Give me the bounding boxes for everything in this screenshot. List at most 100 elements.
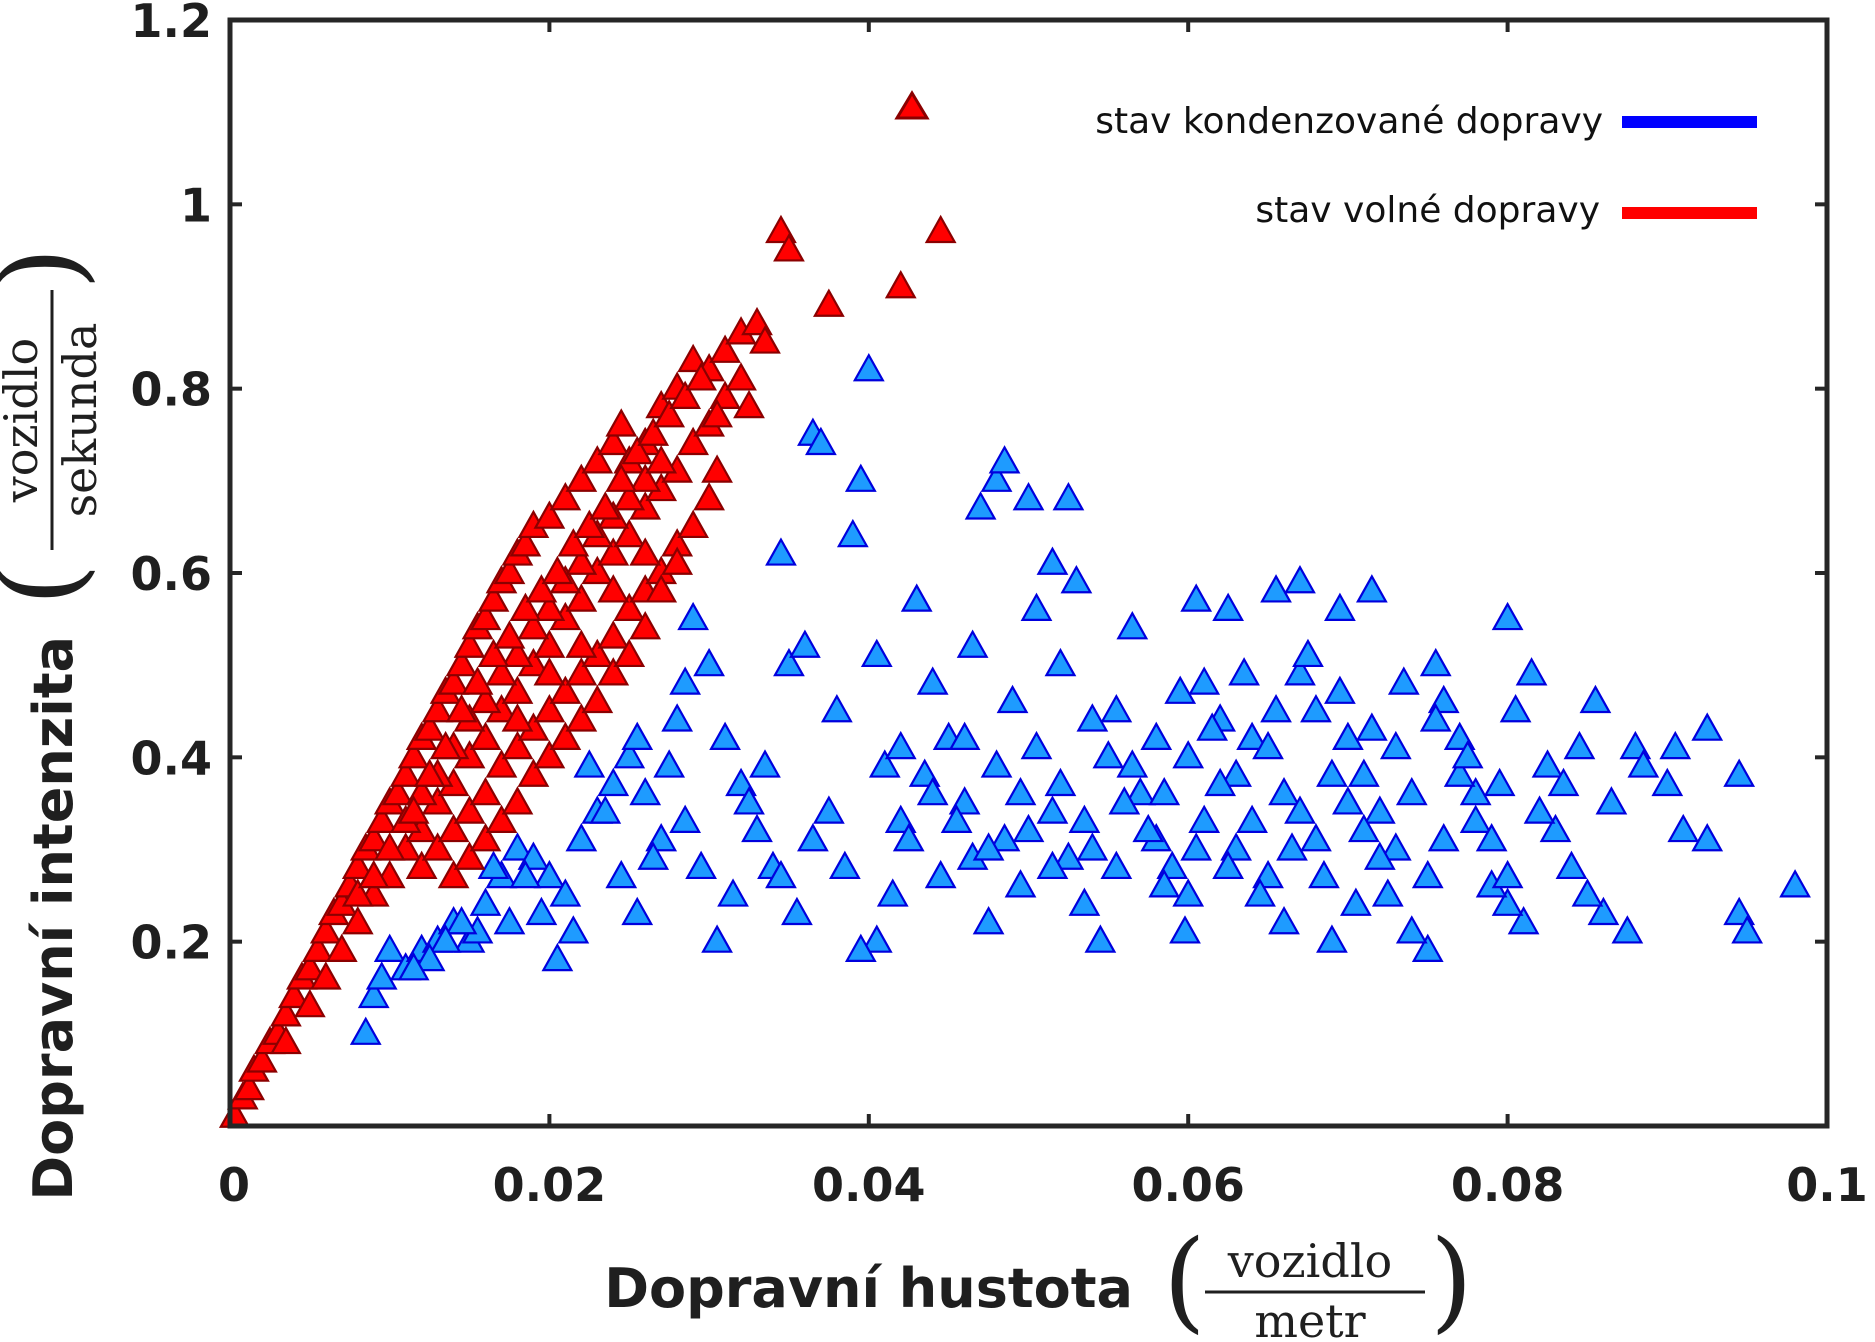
data-point [1108,786,1141,815]
y-tick-label: 0.6 [131,547,213,601]
data-point [469,776,502,806]
y-axis-title: Dopravní intenzita ( vozidlo sekunda ) [0,247,107,1201]
data-point [1052,482,1085,511]
data-point [341,850,374,880]
data-point [733,389,765,419]
data-point [597,537,630,566]
y-unit-right-paren: ) [0,247,104,290]
data-point [916,776,949,806]
data-point [1451,740,1484,769]
data-point [1371,878,1404,907]
data-point [765,537,797,566]
data-point [1539,813,1572,843]
data-point [1571,878,1604,907]
data-point [701,924,733,953]
x-axis-label: Dopravní hustota [604,1257,1133,1320]
data-point [1555,850,1588,880]
data-point [916,666,949,695]
data-point [341,905,374,935]
data-point [1236,721,1268,751]
data-point [645,445,678,474]
data-point [812,795,845,824]
data-point [533,629,566,658]
data-point [717,878,749,907]
data-point [1180,832,1213,861]
data-point [485,749,518,778]
data-point [549,878,582,907]
data-point [349,1016,382,1045]
data-point [629,463,662,492]
data-point [677,601,710,631]
x-unit-left-paren: ( [1163,1216,1206,1342]
data-point [725,362,757,391]
data-point [1100,693,1133,723]
data-point [940,804,973,833]
data-point [325,933,358,962]
x-tick-label: 0.02 [493,1158,607,1212]
data-point [397,952,430,981]
data-point [868,749,901,778]
data-point [669,804,702,833]
data-point [988,823,1021,852]
data-point [980,749,1013,778]
data-point [812,288,845,317]
data-point [820,693,853,723]
y-tick-label: 1.2 [131,0,213,48]
data-point [429,924,462,953]
data-point [1092,740,1125,769]
data-point [309,915,342,944]
x-tick-label: 0.06 [1131,1158,1245,1212]
data-point [765,859,797,889]
data-point [270,998,302,1027]
data-point [789,629,821,658]
data-point [892,823,925,852]
data-point [1779,869,1811,898]
data-point [621,721,654,751]
data-point [1523,795,1556,824]
data-point [1347,813,1380,843]
data-point [1340,887,1372,916]
data-point [525,574,558,603]
data-point [469,684,502,714]
data-point [661,703,694,732]
data-point [1116,749,1149,778]
data-point [565,657,598,686]
data-point [533,657,566,686]
data-point [1491,601,1524,631]
data-point [1427,823,1460,852]
data-point [1731,915,1764,944]
data-point [1363,795,1396,824]
data-point [1651,767,1684,797]
data-point [1076,703,1109,732]
data-point [1379,730,1412,760]
data-point [1284,795,1316,824]
data-point [948,721,981,751]
data-point [421,832,454,861]
data-point [844,463,877,492]
legend-label-volne: stav volné dopravy [1255,190,1600,231]
data-point [749,749,781,778]
data-point [669,380,702,409]
data-point [621,435,654,465]
data-point [1395,915,1428,944]
data-point [1355,574,1388,603]
data-point [1164,675,1197,704]
data-point [1068,804,1101,833]
data-point [293,988,326,1018]
data-point [996,684,1029,714]
data-point [733,786,765,815]
data-point [653,399,686,428]
data-point [1076,832,1109,861]
data-point [1036,546,1069,575]
data-point [1300,693,1332,723]
data-point [972,905,1005,935]
data-point [1172,878,1205,907]
data-point [1252,730,1284,760]
data-point [373,832,406,861]
data-point [565,546,598,575]
data-point [653,749,686,778]
data-point [437,813,470,843]
data-point [485,657,518,686]
data-point [509,528,542,557]
data-point [541,942,574,972]
